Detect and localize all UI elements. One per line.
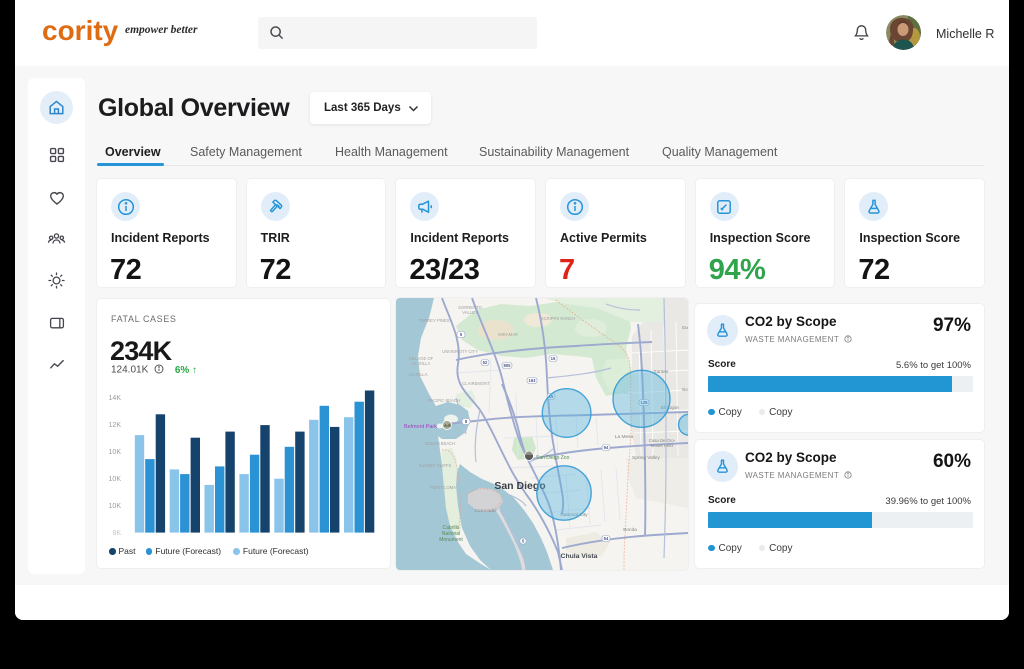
svg-text:Belmont Park: Belmont Park (404, 424, 437, 430)
svg-text:VALLEY: VALLEY (462, 310, 478, 315)
svg-text:15: 15 (549, 394, 554, 399)
svg-text:Spring Valley: Spring Valley (632, 455, 661, 461)
svg-text:125: 125 (641, 400, 649, 405)
svg-text:52: 52 (483, 360, 488, 365)
svg-text:8K: 8K (112, 530, 121, 537)
svg-text:5: 5 (460, 332, 463, 337)
svg-text:5: 5 (522, 539, 525, 544)
svg-text:LA JOLLA: LA JOLLA (412, 361, 431, 366)
svg-text:15: 15 (551, 356, 556, 361)
svg-text:SUNSET CLIFFS: SUNSET CLIFFS (419, 463, 452, 468)
svg-text:Casa De Oro-: Casa De Oro- (649, 438, 676, 443)
svg-text:Cabrillo: Cabrillo (443, 525, 460, 531)
svg-text:OCEAN BEACH: OCEAN BEACH (425, 441, 455, 446)
svg-text:MIRAMAR: MIRAMAR (498, 332, 518, 337)
svg-text:Mount Helix: Mount Helix (651, 443, 675, 448)
svg-text:Bonita: Bonita (623, 527, 637, 533)
svg-text:10K: 10K (109, 449, 122, 456)
svg-text:Euc: Euc (682, 325, 688, 330)
svg-text:Chula Vista: Chula Vista (561, 553, 598, 560)
svg-text:12K: 12K (109, 422, 122, 429)
svg-text:Coronado: Coronado (474, 508, 495, 514)
svg-text:8: 8 (465, 419, 468, 424)
svg-text:National: National (442, 531, 460, 537)
svg-text:La Mesa: La Mesa (615, 434, 634, 440)
svg-text:El Cajon: El Cajon (661, 405, 679, 411)
svg-text:10K: 10K (109, 476, 122, 483)
svg-text:San Diego: San Diego (494, 480, 545, 492)
svg-text:CLAIREMONT: CLAIREMONT (462, 381, 490, 386)
svg-text:LA JOLLA: LA JOLLA (409, 372, 428, 377)
svg-text:Monument: Monument (439, 537, 463, 543)
svg-text:PACIFIC BEACH: PACIFIC BEACH (428, 398, 460, 403)
svg-text:54: 54 (604, 536, 609, 541)
svg-text:National City: National City (560, 512, 588, 518)
svg-text:UNIVERSITY CITY: UNIVERSITY CITY (442, 349, 478, 354)
svg-text:VILLAGE OF: VILLAGE OF (409, 356, 434, 361)
svg-text:Santee: Santee (653, 369, 669, 375)
svg-text:SORRENTO: SORRENTO (458, 305, 482, 310)
svg-text:SCRIPPS RANCH: SCRIPPS RANCH (541, 316, 575, 321)
svg-text:Bos: Bos (682, 387, 688, 392)
svg-text:POINT LOMA: POINT LOMA (430, 485, 456, 490)
svg-text:10K: 10K (109, 503, 122, 510)
svg-text:San Diego Zoo: San Diego Zoo (536, 455, 570, 461)
svg-text:805: 805 (504, 363, 512, 368)
svg-text:14K: 14K (109, 395, 122, 402)
svg-text:163: 163 (529, 378, 537, 383)
svg-text:94: 94 (604, 445, 609, 450)
svg-text:TORREY PINES: TORREY PINES (418, 318, 449, 323)
